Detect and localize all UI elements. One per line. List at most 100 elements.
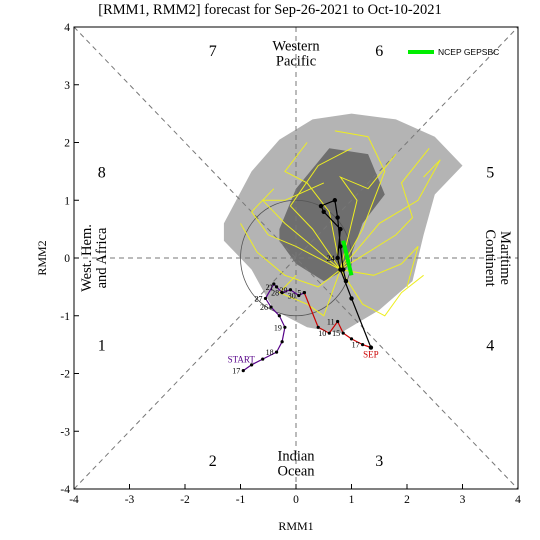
- x-tick-label: -1: [236, 494, 246, 506]
- region-label-line: Ocean: [277, 464, 315, 480]
- observed-point: [280, 291, 284, 295]
- phase-divider-antidiagonal: [73, 26, 519, 490]
- x-tick-label: 0: [293, 494, 299, 506]
- y-tick-label: -1: [60, 311, 70, 323]
- observed-sep-point: [349, 337, 354, 341]
- region-label-line: and Africa: [94, 227, 110, 288]
- observed-sep-line: [303, 292, 372, 349]
- ensemble-mean-point: [318, 203, 324, 209]
- ensemble-mean-line: [320, 199, 372, 348]
- observed-sep-date-label: 10: [318, 329, 326, 338]
- observed-date-label: 27: [254, 294, 262, 303]
- ensemble-member-line: [340, 159, 441, 270]
- observed-date-label: 5: [297, 289, 301, 298]
- observed-point: [269, 305, 273, 309]
- ensemble-member-line: [240, 223, 341, 288]
- phase-label-1: 1: [98, 338, 106, 355]
- observed-point: [261, 357, 265, 361]
- observed-point: [280, 340, 284, 344]
- observed-date-label: 17: [232, 367, 240, 376]
- ensemble-mean-point: [332, 198, 338, 203]
- phase-label-4: 4: [486, 338, 494, 355]
- observed-sep-point: [361, 343, 365, 347]
- x-tick-label: 2: [404, 494, 410, 506]
- region-label-line: Western: [272, 38, 320, 54]
- observed-point: [241, 369, 245, 373]
- x-tick-label: 1: [349, 494, 355, 506]
- observed-point: [288, 288, 293, 292]
- ensemble-member-line: [289, 147, 352, 270]
- observed-point: [283, 325, 287, 329]
- observed-date-label: 26: [260, 303, 268, 312]
- ensemble-member-line: [340, 147, 430, 271]
- observed-point: [274, 285, 279, 289]
- x-tick-label: 4: [515, 494, 521, 506]
- ensemble-mean-point: [338, 226, 343, 232]
- observed-date-label: 21: [266, 283, 274, 292]
- region-label-line: Continent: [482, 229, 498, 286]
- observed-date-label: 19: [274, 323, 282, 332]
- observed-date-label: 29: [279, 286, 287, 295]
- x-tick-label: 3: [460, 494, 466, 506]
- observed-sep-point: [316, 325, 320, 329]
- phase-label-7: 7: [209, 43, 217, 60]
- x-tick-label: -4: [69, 494, 79, 506]
- y-tick-label: 0: [64, 253, 70, 265]
- y-tick-label: 4: [64, 22, 70, 34]
- observed-sep-date-label: 17: [352, 341, 360, 350]
- observed-date-label: 18: [266, 348, 274, 357]
- y-tick-label: -4: [60, 484, 70, 496]
- observed-point: [250, 363, 254, 367]
- sep-label: SEP: [363, 350, 379, 360]
- ensemble-member-line: [338, 153, 397, 270]
- ensemble-mean-point: [338, 244, 343, 249]
- y-tick-label: 2: [64, 138, 70, 150]
- ensemble-member-line: [250, 188, 341, 271]
- ensemble-mean-point: [368, 345, 374, 350]
- ensemble-mean-point: [335, 215, 340, 220]
- region-label-line: Pacific: [276, 53, 316, 69]
- observed-date-label: 28: [271, 289, 279, 298]
- observed-sep-point: [302, 291, 306, 295]
- ensemble-mean-point: [335, 255, 340, 261]
- region-label: West. Hem. and Africa: [79, 224, 110, 292]
- phase-divider-diagonal: [73, 26, 519, 490]
- phase-label-2: 2: [209, 453, 217, 470]
- x-tick-label: -2: [180, 494, 190, 506]
- ensemble-mean-point: [343, 278, 349, 284]
- phase-label-5: 5: [486, 164, 494, 181]
- ensemble-member-line: [261, 182, 341, 270]
- legend-label: NCEP GEPSBC: [438, 47, 499, 57]
- ensemble-mean-point: [321, 209, 326, 214]
- observed-sep-point: [336, 319, 340, 324]
- y-tick-label: 3: [64, 80, 70, 92]
- y-tick-label: -2: [60, 369, 70, 381]
- chart-title: [RMM1, RMM2] forecast for Sep-26-2021 to…: [98, 2, 442, 18]
- observed-sep-point: [327, 331, 331, 335]
- ensemble-mean-point: [340, 267, 346, 272]
- observed-point: [297, 293, 301, 298]
- observed-sep-date-label: 11: [327, 318, 335, 327]
- start-label: START: [228, 355, 256, 365]
- ensemble-mean-point: [349, 296, 354, 301]
- ensemble-member-line: [340, 246, 419, 288]
- observed-date-label: 30: [288, 292, 296, 301]
- ensemble-member-line: [284, 142, 341, 270]
- x-axis-label: RMM1: [278, 519, 313, 533]
- observed-sep-point: [341, 331, 345, 335]
- phase-label-3: 3: [375, 453, 383, 470]
- phase-label-6: 6: [375, 43, 383, 60]
- observed-sep-date-label: 15: [332, 329, 340, 338]
- phase-label-8: 8: [98, 164, 106, 181]
- observed-point: [263, 296, 268, 301]
- y-axis-label: RMM2: [35, 240, 49, 275]
- region-label-line: West. Hem.: [79, 224, 95, 292]
- y-tick-label: 1: [64, 195, 70, 207]
- region-label-line: Maritime: [497, 231, 513, 285]
- gepsbc-forecast-line: [341, 240, 354, 276]
